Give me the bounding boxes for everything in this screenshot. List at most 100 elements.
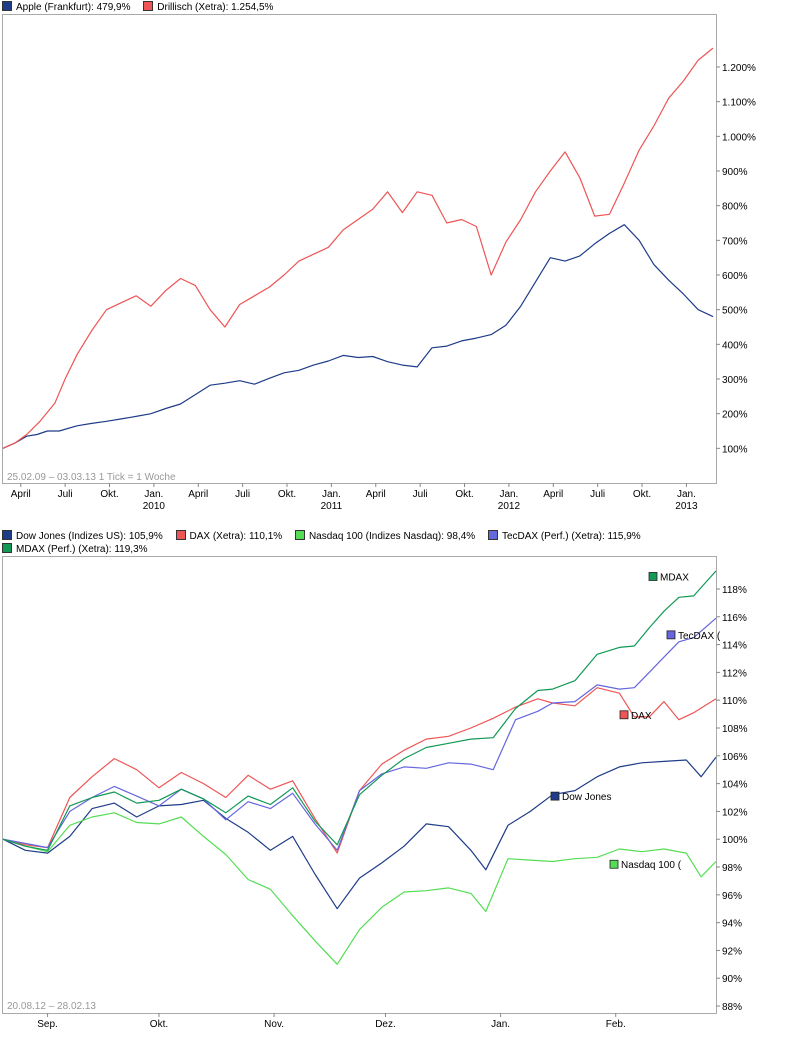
chart2-y-tick-label: 98% [722,863,742,874]
chart1-x-tick-label: Juli [413,489,428,500]
legend-item-dow-jones[interactable]: Dow Jones (Indizes US): 105,9% [2,530,163,543]
chart2-end-labels: MDAX TecDAX ( DAX Dow Jones Nasdaq 100 ( [550,572,721,871]
chart2-plot-area [2,556,717,1014]
chart2-x-tick-label: Jan. [491,1019,510,1030]
chart1-y-tick-label: 700% [722,236,748,247]
legend-swatch-dax [175,530,186,540]
legend-swatch-drillisch [143,1,154,11]
series-line-dow-jones [2,756,717,910]
series-line-drillisch-xetra [2,47,714,449]
legend-item-apple[interactable]: Apple (Frankfurt): 479,9% [2,1,131,14]
chart1-x-tick-label: April [366,489,386,500]
chart2-series-group [2,570,717,965]
end-label-marker-nasdaq-100 [609,859,619,869]
chart1-x-tick-label: Juli [590,489,605,500]
chart2-y-tick-label: 96% [722,891,742,902]
end-label-marker-tecdax [666,630,676,640]
chart1-x-year-label: 2013 [675,501,698,512]
legend-label-dow-jones: Dow Jones (Indizes US): 105,9% [16,531,163,542]
chart2-y-tick-label: 106% [722,752,748,763]
chart2-x-tick-label: Sep. [37,1019,58,1030]
legend-label-dax: DAX (Xetra): 110,1% [189,531,283,542]
chart2-y-tick-label: 100% [722,835,748,846]
end-label-marker-dow-jones [550,791,560,801]
chart2-y-tick-label: 104% [722,780,748,791]
chart2-y-tick-label: 118% [722,585,747,596]
series-line-tecdax [2,617,717,851]
chart1-y-axis: 100% 200% 300% 400% 500% 600% 700% 800% 900% 1.00… [716,63,756,455]
chart1-y-tick-label: 400% [722,340,748,351]
legend-label-nasdaq: Nasdaq 100 (Indizes Nasdaq): 98,4% [308,531,476,542]
legend-swatch-tecdax [487,530,498,540]
chart2-x-tick-label: Nov. [264,1019,284,1030]
chart2-y-tick-label: 108% [722,724,748,735]
end-label-dax: DAX [631,711,652,722]
chart1-x-tick-label: Okt. [455,489,473,500]
chart2-y-tick-label: 88% [722,1002,742,1013]
chart1-x-tick-label: Jan. [499,489,518,500]
legend-item-dax[interactable]: DAX (Xetra): 110,1% [175,530,283,543]
legend-label-drillisch: Drillisch (Xetra): 1.254,5% [157,2,274,13]
chart1-x-tick-label: Juli [235,489,250,500]
chart1-x-year-label: 2010 [143,501,166,512]
chart1-x-year-label: 2012 [498,501,521,512]
legend-item-mdax[interactable]: MDAX (Perf.) (Xetra): 119,3% [2,543,148,556]
end-label-dow-jones: Dow Jones [562,792,611,803]
chart1-x-tick-label: April [543,489,563,500]
legend-item-drillisch[interactable]: Drillisch (Xetra): 1.254,5% [143,1,273,14]
chart1-x-tick-label: Okt. [633,489,651,500]
chart1-y-tick-label: 500% [722,306,748,317]
chart1-y-tick-label: 1.200% [722,63,756,74]
chart2-y-tick-label: 90% [722,974,742,985]
legend-label-mdax: MDAX (Perf.) (Xetra): 119,3% [16,544,148,555]
chart1-x-tick-label: Jan. [677,489,696,500]
chart2-y-axis: 88% 90% 92% 94% 96% 98% 100% 102% 104% 106% 108% 11… [716,585,748,1013]
legend-label-tecdax: TecDAX (Perf.) (Xetra): 115,9% [501,531,641,542]
series-line-mdax [2,570,717,851]
chart2-y-tick-label: 102% [722,807,748,818]
legend-item-tecdax[interactable]: TecDAX (Perf.) (Xetra): 115,9% [487,530,641,543]
end-label-tecdax: TecDAX ( [678,631,721,642]
chart2-y-tick-label: 116% [722,613,747,624]
chart2-x-tick-label: Okt. [150,1019,168,1030]
chart1-plot-area [2,14,717,484]
end-label-nasdaq-100: Nasdaq 100 ( [621,860,682,871]
legend-swatch-nasdaq [294,530,305,540]
legend-swatch-apple [2,1,12,11]
end-label-marker-dax [619,710,629,720]
chart2-y-tick-label: 110% [722,696,747,707]
legend-swatch-mdax [2,543,12,553]
chart2-y-tick-label: 114% [722,641,747,652]
chart1-x-tick-label: Okt. [100,489,118,500]
chart1-y-tick-label: 100% [722,444,748,455]
chart1-date-range: 25.02.09 – 03.03.13 1 Tick = 1 Woche [7,472,176,483]
chart2-y-tick-label: 92% [722,946,742,957]
legend-item-nasdaq[interactable]: Nasdaq 100 (Indizes Nasdaq): 98,4% [294,530,476,543]
legend-label-apple: Apple (Frankfurt): 479,9% [16,2,131,13]
chart2-legend: Dow Jones (Indizes US): 105,9% DAX (Xetr… [2,530,788,556]
chart2-date-range: 20.08.12 – 28.02.13 [7,1001,96,1012]
chart1-y-tick-label: 1.100% [722,98,756,109]
chart2-y-tick-label: 94% [722,919,742,930]
legend-swatch-dow-jones [2,530,12,540]
chart1-series-group [2,47,714,449]
series-line-apple-frankfurt [2,224,714,449]
chart2-x-axis: Sep. Okt. Nov. Dez. Jan. Feb. [37,1013,626,1030]
chart2-y-tick-label: 112% [722,668,747,679]
end-label-mdax: MDAX [660,572,689,583]
chart1-x-tick-label: April [11,489,31,500]
chart1-y-tick-label: 900% [722,167,748,178]
chart2-x-tick-label: Feb. [606,1019,626,1030]
series-line-dax [2,687,717,854]
chart1-x-tick-label: Jan. [144,489,163,500]
chart1-y-tick-label: 800% [722,202,748,213]
chart1-x-tick-label: April [188,489,208,500]
chart1-plot: 100% 200% 300% 400% 500% 600% 700% 800% 900% 1.00… [2,14,756,512]
chart1-y-tick-label: 300% [722,375,748,386]
chart1-x-tick-label: Jan. [322,489,341,500]
chart1-x-tick-label: Okt. [278,489,296,500]
series-line-nasdaq-100 [2,812,717,965]
chart2-x-tick-label: Dez. [375,1019,396,1030]
